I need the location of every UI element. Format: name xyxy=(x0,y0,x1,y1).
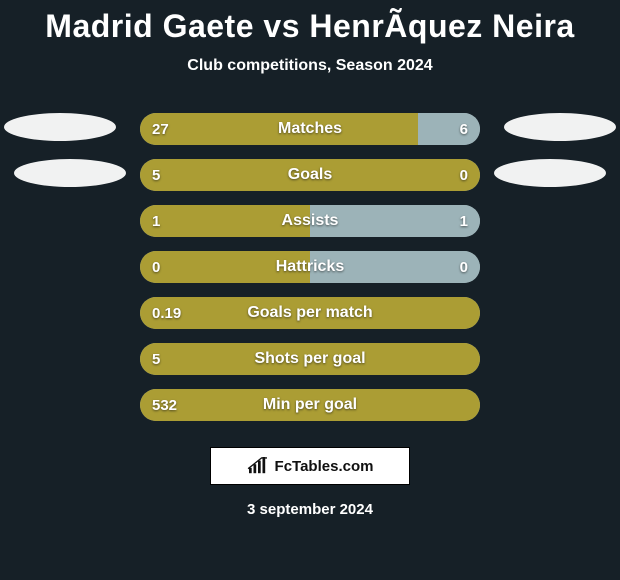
stat-row: 532Min per goal xyxy=(140,389,480,421)
stat-bar-b xyxy=(310,205,480,237)
stat-bar-a xyxy=(140,113,418,145)
stat-row: 50Goals xyxy=(140,159,480,191)
logo-text: FcTables.com xyxy=(275,458,374,475)
footer-date: 3 september 2024 xyxy=(0,501,620,518)
stat-bar-a xyxy=(140,251,310,283)
stat-bars: 276Matches 50Goals 11Assists 00Hattricks 0.1… xyxy=(140,113,480,421)
subtitle: Club competitions, Season 2024 xyxy=(0,57,620,75)
stats-area: 276Matches 50Goals 11Assists 00Hattricks 0.1… xyxy=(0,113,620,421)
stat-bar-a xyxy=(140,297,480,329)
player-a-badge-1 xyxy=(4,113,116,141)
stat-bar-b xyxy=(418,113,480,145)
stat-row: 276Matches xyxy=(140,113,480,145)
stat-bar-a xyxy=(140,205,310,237)
player-b-badge-1 xyxy=(504,113,616,141)
player-b-badge-2 xyxy=(494,159,606,187)
stat-bar-a xyxy=(140,389,480,421)
stat-bar-a xyxy=(140,159,480,191)
chart-icon xyxy=(247,457,269,475)
player-a-badge-2 xyxy=(14,159,126,187)
page-title: Madrid Gaete vs HenrÃ­quez Neira xyxy=(0,0,620,45)
stat-bar-b xyxy=(310,251,480,283)
footer-logo[interactable]: FcTables.com xyxy=(210,447,410,485)
stat-row: 11Assists xyxy=(140,205,480,237)
stat-row: 5Shots per goal xyxy=(140,343,480,375)
stat-row: 0.19Goals per match xyxy=(140,297,480,329)
stat-row: 00Hattricks xyxy=(140,251,480,283)
stat-bar-a xyxy=(140,343,480,375)
